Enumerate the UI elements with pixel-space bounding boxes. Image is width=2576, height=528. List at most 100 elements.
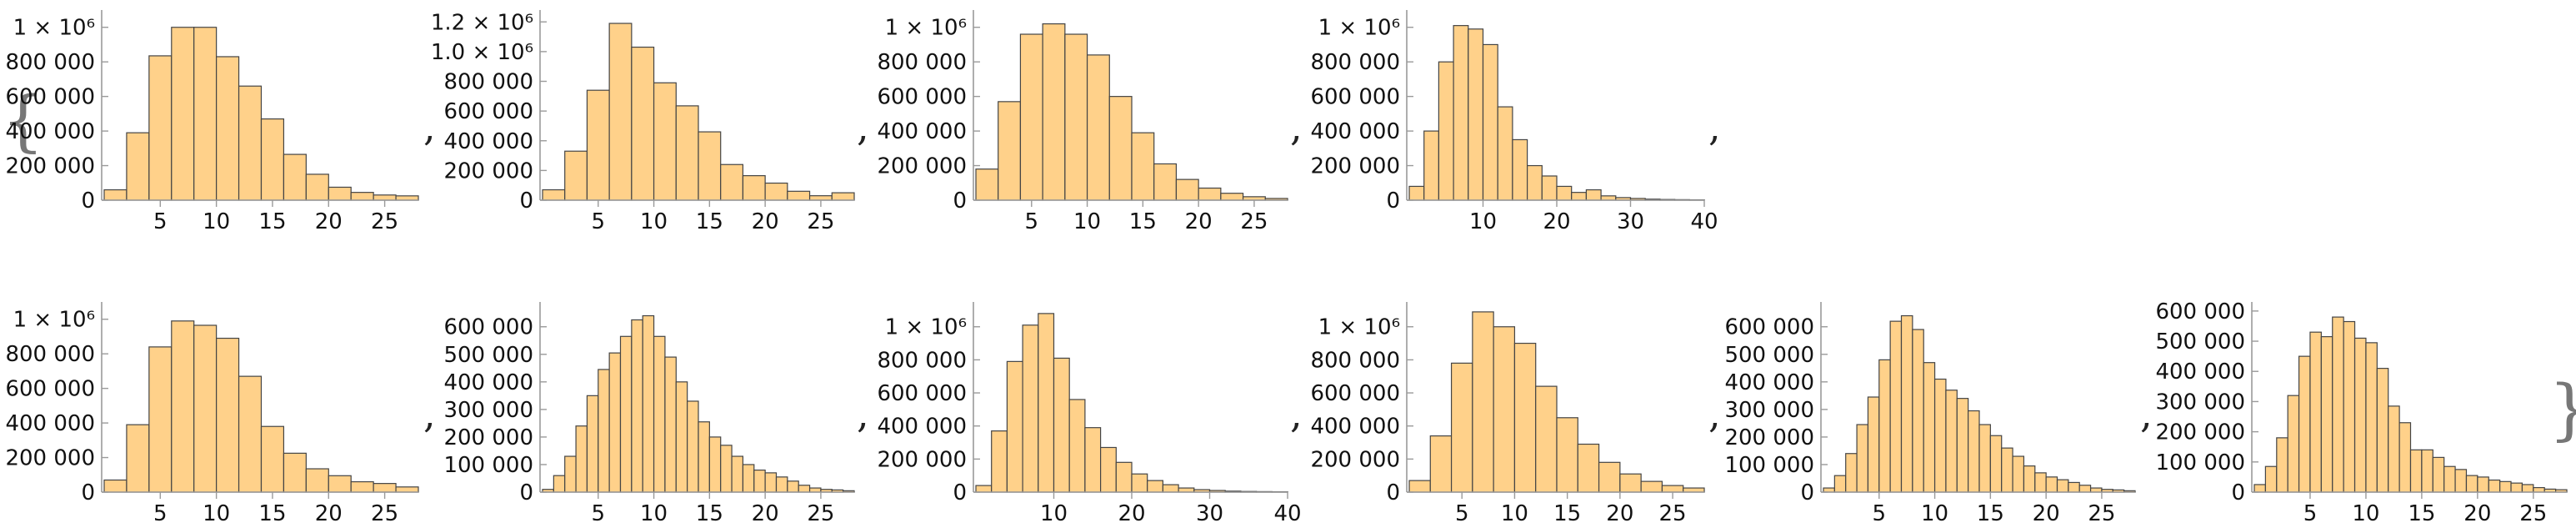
y-tick-label: 1 × 10⁶ [885,315,967,340]
bar [1408,480,1431,493]
bar [564,455,577,493]
bar [1423,130,1439,201]
y-tick-label: 200 000 [2155,420,2245,445]
bar [1108,96,1133,201]
histogram-1: 0 200 000 400 000 600 000 800 000 1 × 10⁶ 5 10 1… [5,10,419,234]
bar [575,425,588,493]
y-tick-label: 800 000 [877,50,967,75]
y-tick-label: 400 000 [877,415,967,440]
x-tick-label: 10 [1501,501,1528,526]
bar [1923,362,1936,493]
x-tick-label: 20 [1543,209,1570,234]
bar [1493,326,1516,493]
bar [2056,479,2069,493]
bar [373,483,397,493]
bar [305,468,329,493]
y-tick-label: 600 000 [1310,381,1400,406]
bar [1115,461,1133,493]
bar [753,469,766,493]
bar [642,314,655,493]
bar [1131,132,1155,201]
bar [975,485,993,493]
bar [103,189,128,201]
bar [1153,163,1178,201]
x-tick-label: 25 [371,501,398,526]
bar [2012,455,2025,493]
bar [675,105,699,201]
bar [1086,54,1110,201]
y-tick-label: 800 000 [5,342,95,367]
bar [1220,193,1244,201]
bar [2343,320,2356,493]
bar [1956,398,1969,493]
bar [708,436,722,493]
y-tick-label: 0 [953,480,967,505]
bar [1131,473,1148,493]
bar [742,175,766,201]
y-tick-label: 300 000 [2155,390,2245,415]
bar [2001,447,2013,493]
bar [653,335,666,493]
y-tick-label: 500 000 [1724,343,1814,368]
bar [216,56,240,201]
bar [564,150,588,201]
y-tick-label: 600 000 [5,377,95,402]
y-tick-label: 800 000 [1310,348,1400,373]
bar [1175,179,1199,201]
y-tick-label: 600 000 [1310,85,1400,110]
bar [1661,485,1684,493]
x-tick-label: 20 [1185,209,1213,234]
x-tick-label: 15 [696,209,723,234]
bar [1912,329,1924,493]
histogram-10: 0 100 000 200 000 300 000 400 000 500 000 600 … [2155,299,2568,526]
x-tick-label: 20 [2033,501,2060,526]
bar [975,168,999,201]
bar [1064,33,1088,201]
x-tick-label: 15 [1553,501,1581,526]
x-tick-label: 20 [1606,501,1633,526]
bar [2488,479,2501,493]
y-tick-label: 100 000 [1724,453,1814,478]
bar [1450,362,1473,493]
bar [2533,486,2545,493]
y-tick-label: 600 000 [877,85,967,110]
bar [586,395,599,493]
bar [1900,314,1913,493]
bar [1453,25,1469,201]
y-tick-label: 800 000 [1310,50,1400,75]
x-tick-label: 10 [203,209,230,234]
bar [148,55,173,201]
bar [2078,485,2092,493]
x-tick-label: 20 [315,209,343,234]
histogram-7: 0 200 000 400 000 600 000 800 000 1 × 10⁶ 10 20… [877,302,1302,526]
y-tick-label: 0 [81,480,95,505]
bar [742,464,755,493]
bar [1084,427,1102,493]
histogram-2: 0 200 000 400 000 600 000 800 000 1.0 × 10⁶ 1.… [431,10,855,234]
bar [1512,138,1528,201]
bar [1556,185,1573,201]
y-tick-label: 0 [2231,480,2245,505]
bar [2320,336,2333,493]
x-tick-label: 20 [752,209,779,234]
bar [350,480,374,493]
bar [2264,465,2278,493]
bar [2276,437,2288,493]
x-tick-label: 10 [640,209,668,234]
y-tick-label: 400 000 [2155,360,2245,385]
bar [1556,417,1578,493]
bar [1053,357,1070,493]
bar [675,381,688,493]
y-tick-label: 200 000 [877,154,967,179]
x-tick-label: 20 [752,501,779,526]
x-tick-label: 30 [1617,209,1644,234]
bar [126,424,150,493]
x-tick-label: 15 [696,501,723,526]
y-tick-label: 200 000 [1724,425,1814,450]
y-tick-label: 600 000 [5,85,95,110]
bar [631,319,643,493]
y-tick-label: 800 000 [5,50,95,75]
bar [2388,405,2400,493]
x-tick-label: 5 [592,209,606,234]
x-tick-label: 25 [2519,501,2547,526]
